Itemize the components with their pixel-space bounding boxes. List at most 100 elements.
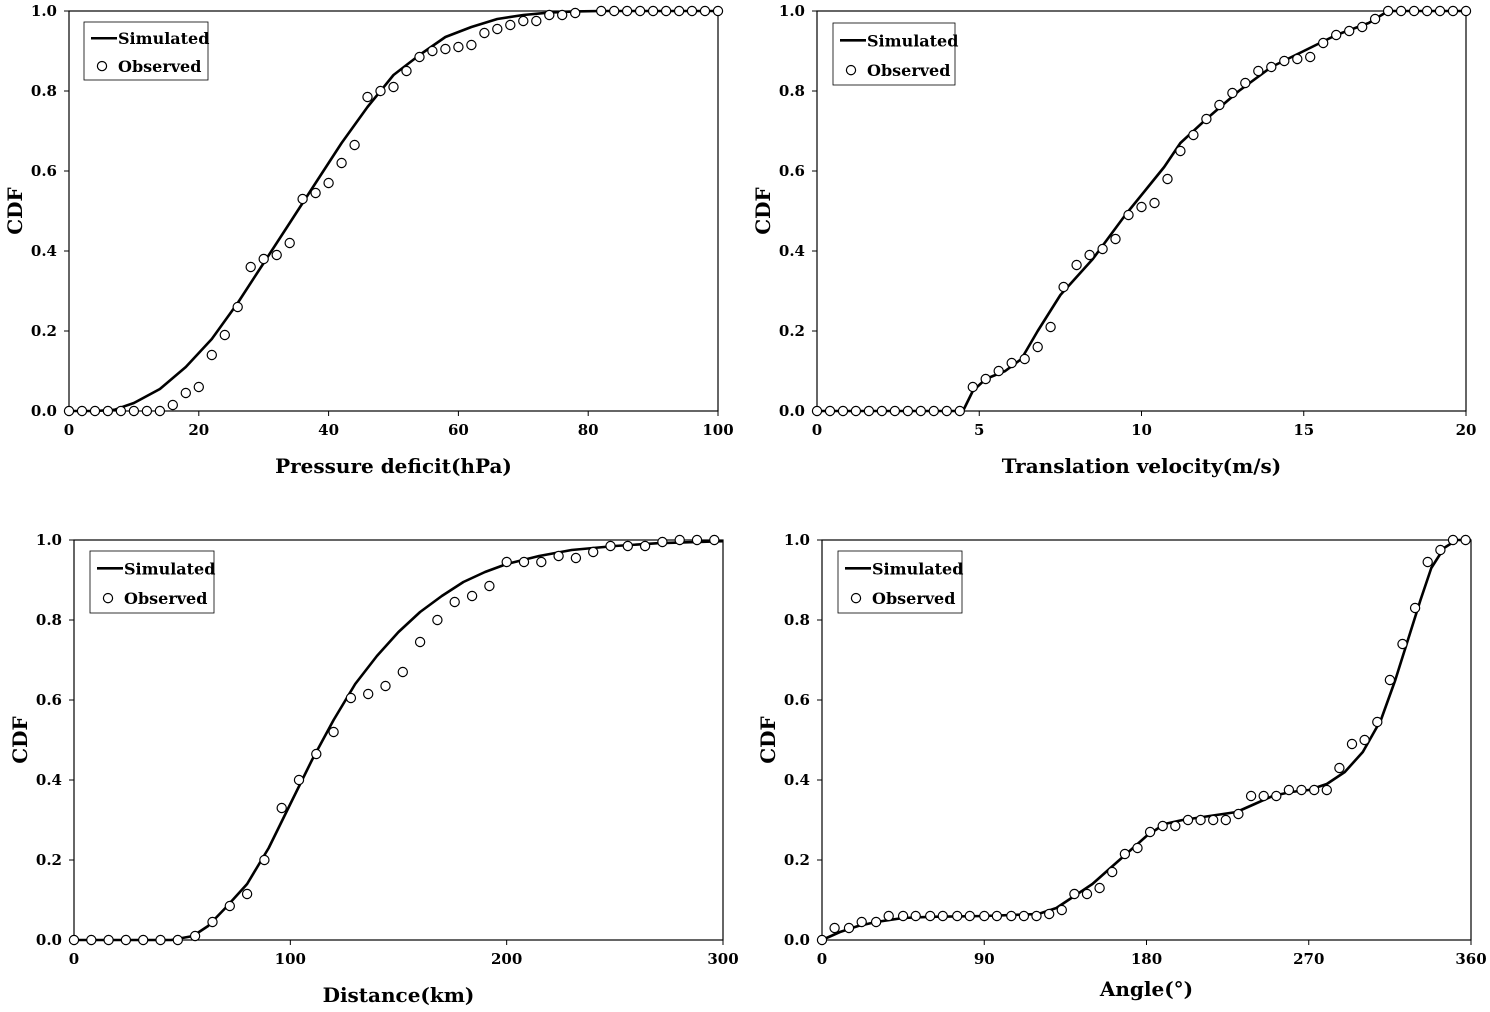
observed-point	[501, 556, 512, 568]
observed-point	[1346, 738, 1358, 750]
observed-point	[1279, 55, 1290, 67]
observed-point	[1018, 910, 1030, 922]
y-tick-label: 0.0	[36, 931, 62, 949]
observed-point	[1045, 321, 1056, 333]
y-tick-label: 0.8	[784, 611, 810, 629]
observed-point	[336, 157, 347, 169]
observed-point	[1058, 281, 1069, 293]
observed-point	[1097, 243, 1108, 255]
y-tick-label: 0.8	[31, 82, 57, 100]
observed-point	[902, 405, 914, 417]
observed-point	[1136, 201, 1147, 213]
observed-point	[829, 922, 840, 934]
legend-marker-swatch	[845, 64, 857, 76]
observed-point	[1283, 784, 1295, 796]
observed-point	[1296, 784, 1307, 796]
y-tick-label: 0.2	[784, 851, 810, 869]
observed-point	[1334, 762, 1345, 774]
x-tick-label: 20	[1456, 421, 1477, 439]
observed-point	[207, 916, 218, 928]
observed-point	[1056, 904, 1068, 916]
observed-point	[1422, 556, 1433, 568]
legend-label-observed: Observed	[867, 61, 950, 80]
observed-point	[1233, 808, 1244, 820]
observed-point	[103, 934, 114, 946]
observed-point	[837, 405, 849, 417]
observed-point	[206, 349, 217, 361]
x-axis-label: Translation velocity(m/s)	[1002, 454, 1282, 478]
observed-point	[691, 534, 703, 546]
chart-2: 0 5 10 15 20 0.0 0.2 0.4 0.6 0.8 1.0 Translation ve…	[751, 2, 1476, 478]
observed-point	[414, 636, 426, 648]
observed-point	[466, 590, 478, 602]
observed-point	[1081, 888, 1093, 900]
observed-point	[1069, 888, 1080, 900]
observed-point	[63, 405, 75, 417]
observed-point	[863, 405, 875, 417]
observed-point	[910, 910, 921, 922]
observed-point	[414, 51, 425, 63]
y-axis-label: CDF	[8, 716, 32, 763]
observed-point	[1292, 53, 1303, 65]
observed-point	[1369, 13, 1381, 25]
x-tick-label: 5	[974, 421, 984, 439]
observed-point	[897, 910, 909, 922]
observed-point	[544, 9, 555, 21]
observed-point	[137, 934, 149, 946]
observed-point	[518, 15, 529, 27]
x-tick-label: 10	[1131, 421, 1152, 439]
observed-point	[401, 65, 412, 77]
observed-point	[1094, 882, 1105, 894]
observed-point	[284, 237, 295, 249]
observed-point	[639, 540, 651, 552]
observed-point	[1321, 784, 1333, 796]
observed-point	[967, 381, 979, 393]
observed-point	[980, 373, 991, 385]
observed-point	[232, 301, 243, 313]
observed-point	[843, 922, 855, 934]
observed-point	[1421, 5, 1433, 17]
x-tick-label: 90	[974, 950, 995, 968]
legend-box	[837, 550, 963, 614]
observed-point	[219, 329, 230, 341]
observed-point	[375, 85, 386, 97]
observed-point	[86, 934, 97, 946]
y-tick-label: 1.0	[779, 2, 805, 20]
observed-point	[1434, 5, 1446, 17]
observed-point	[1175, 145, 1186, 157]
observed-point	[349, 139, 360, 151]
y-tick-label: 0.6	[36, 691, 62, 709]
y-tick-label: 1.0	[784, 531, 810, 549]
observed-point	[180, 387, 191, 399]
observed-point	[686, 5, 698, 17]
legend-label-observed: Observed	[118, 57, 201, 76]
observed-point	[536, 556, 547, 568]
observed-point	[492, 23, 503, 35]
observed-point	[293, 774, 305, 786]
observed-point	[1409, 602, 1421, 614]
y-tick-label: 0.4	[31, 242, 57, 260]
legend-box	[89, 550, 215, 614]
observed-point	[1019, 353, 1030, 365]
observed-point	[1395, 5, 1407, 17]
observed-point	[660, 5, 672, 17]
observed-point	[557, 9, 568, 21]
observed-point	[941, 405, 953, 417]
observed-point	[1214, 99, 1225, 111]
observed-point	[712, 5, 724, 17]
observed-point	[699, 5, 711, 17]
observed-point	[479, 27, 490, 39]
observed-point	[531, 15, 542, 27]
observed-point	[993, 365, 1004, 377]
chart-1: 0 20 40 60 80 100 0.0 0.2 0.4 0.6 0.8 1.0 Pressure d…	[3, 2, 734, 478]
legend: Simulated Observed	[89, 550, 215, 614]
observed-point	[432, 614, 443, 626]
observed-point	[621, 5, 633, 17]
observed-point	[979, 910, 990, 922]
observed-point	[991, 910, 1003, 922]
observed-point	[449, 596, 460, 608]
observed-point	[553, 550, 564, 562]
observed-point	[189, 930, 201, 942]
y-axis-label: CDF	[3, 187, 27, 234]
